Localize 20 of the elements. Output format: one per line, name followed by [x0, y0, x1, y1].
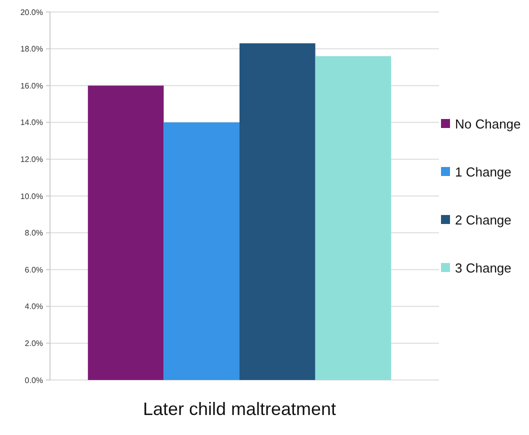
- bar: [164, 122, 240, 380]
- y-tick-label: 14.0%: [20, 118, 43, 128]
- legend-label: 3 Change: [455, 260, 512, 276]
- y-tick-label: 4.0%: [24, 302, 43, 312]
- y-tick-label: 12.0%: [20, 155, 43, 164]
- x-tick-label: Later child maltreatment: [142, 399, 336, 419]
- y-tick-label: 20.0%: [20, 8, 43, 17]
- y-tick-label: 8.0%: [24, 228, 43, 238]
- y-tick-label: 18.0%: [20, 44, 43, 54]
- y-tick-label: 16.0%: [20, 81, 43, 90]
- y-tick-label: 10.0%: [20, 192, 43, 201]
- y-tick-label: 0.0%: [24, 376, 43, 385]
- bar: [315, 56, 392, 380]
- bar: [88, 86, 164, 380]
- y-tick-label: 2.0%: [24, 339, 43, 348]
- legend-label: 2 Change: [455, 212, 512, 228]
- legend-label: No Change: [455, 116, 521, 132]
- bar: [240, 43, 316, 380]
- y-tick-label: 6.0%: [24, 265, 43, 274]
- legend-label: 1 Change: [455, 164, 512, 180]
